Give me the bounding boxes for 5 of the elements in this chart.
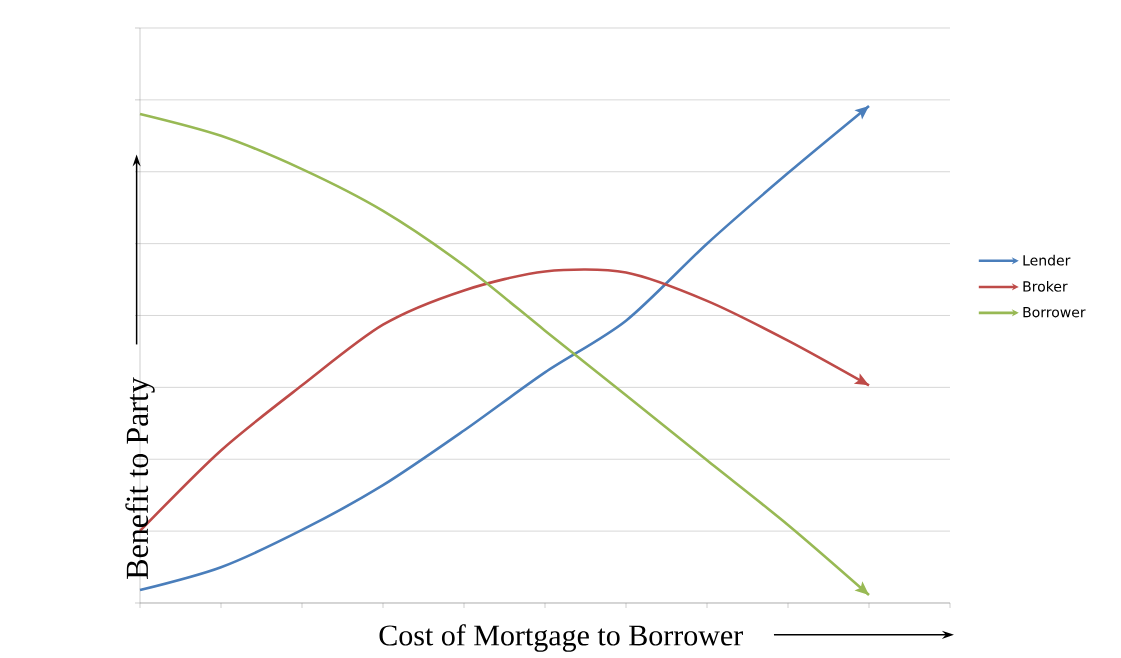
legend-label: Broker — [1023, 280, 1068, 292]
x-axis-title: Cost of Mortgage to Borrower — [379, 624, 743, 652]
y-axis-title: Benefit to Party — [125, 377, 155, 579]
legend-label: Borrower — [1023, 307, 1086, 318]
legend-label: Lender — [1023, 254, 1071, 266]
